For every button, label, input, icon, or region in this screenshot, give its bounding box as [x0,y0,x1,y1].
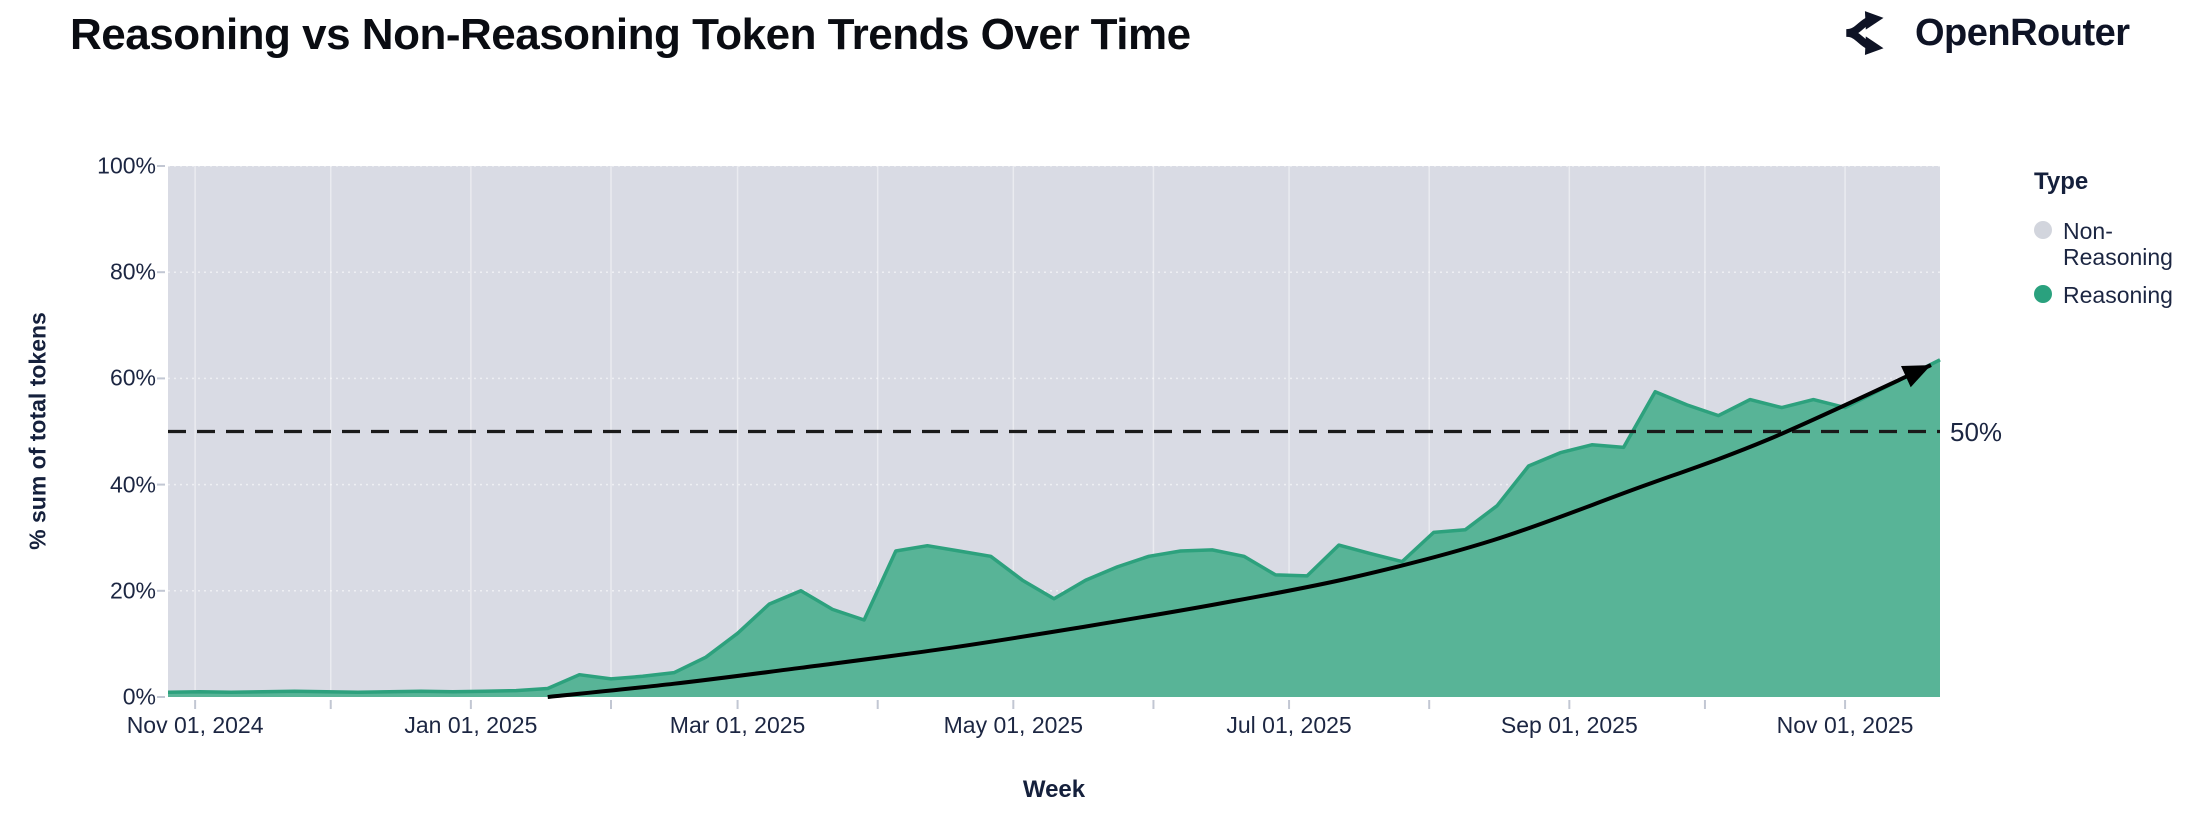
y-axis-title: % sum of total tokens [24,312,51,550]
y-tick-label: 40% [109,471,156,498]
legend-swatch-icon [2034,284,2052,303]
legend-item-reasoning[interactable]: Reasoning [2034,282,2192,308]
x-tick-label: Jul 01, 2025 [1226,712,1352,738]
legend-item-label: Non-Reasoning [2063,218,2173,270]
legend-swatch-icon [2034,221,2052,239]
reasoning-area [168,359,1940,697]
legend-item-non-reasoning[interactable]: Non-Reasoning [2034,218,2192,270]
x-tick-label: Nov 01, 2024 [126,712,264,738]
trend-curve [547,363,1932,699]
x-tick-label: Sep 01, 2025 [1500,712,1638,738]
y-tick-label: 100% [97,152,156,179]
openrouter-logo-icon [1843,6,1897,60]
fifty-percent-label: 50% [1950,416,2003,447]
stacked-area-chart [157,165,1941,709]
x-tick-label: Jan 01, 2025 [404,712,538,738]
legend-item-label: Reasoning [2063,281,2173,308]
y-tick-label: 80% [109,258,156,285]
reasoning-line [167,358,1941,694]
x-tick-label: May 01, 2025 [943,712,1083,738]
y-tick-label: 0% [122,683,156,710]
y-tick-label: 20% [109,577,156,604]
y-tick-label: 60% [109,364,156,391]
legend: Type Non-Reasoning Reasoning [2034,168,2192,320]
legend-title: Type [2034,168,2089,195]
trend-arrowhead-icon [1901,365,1931,388]
brand-name: OpenRouter [1915,11,2130,54]
x-tick-label: Mar 01, 2025 [669,712,806,738]
x-axis-title: Week [1022,776,1086,803]
openrouter-brand[interactable]: OpenRouter [1843,6,2130,60]
x-tick-label: Nov 01, 2025 [1776,712,1914,738]
page-title: Reasoning vs Non-Reasoning Token Trends … [70,10,1191,59]
